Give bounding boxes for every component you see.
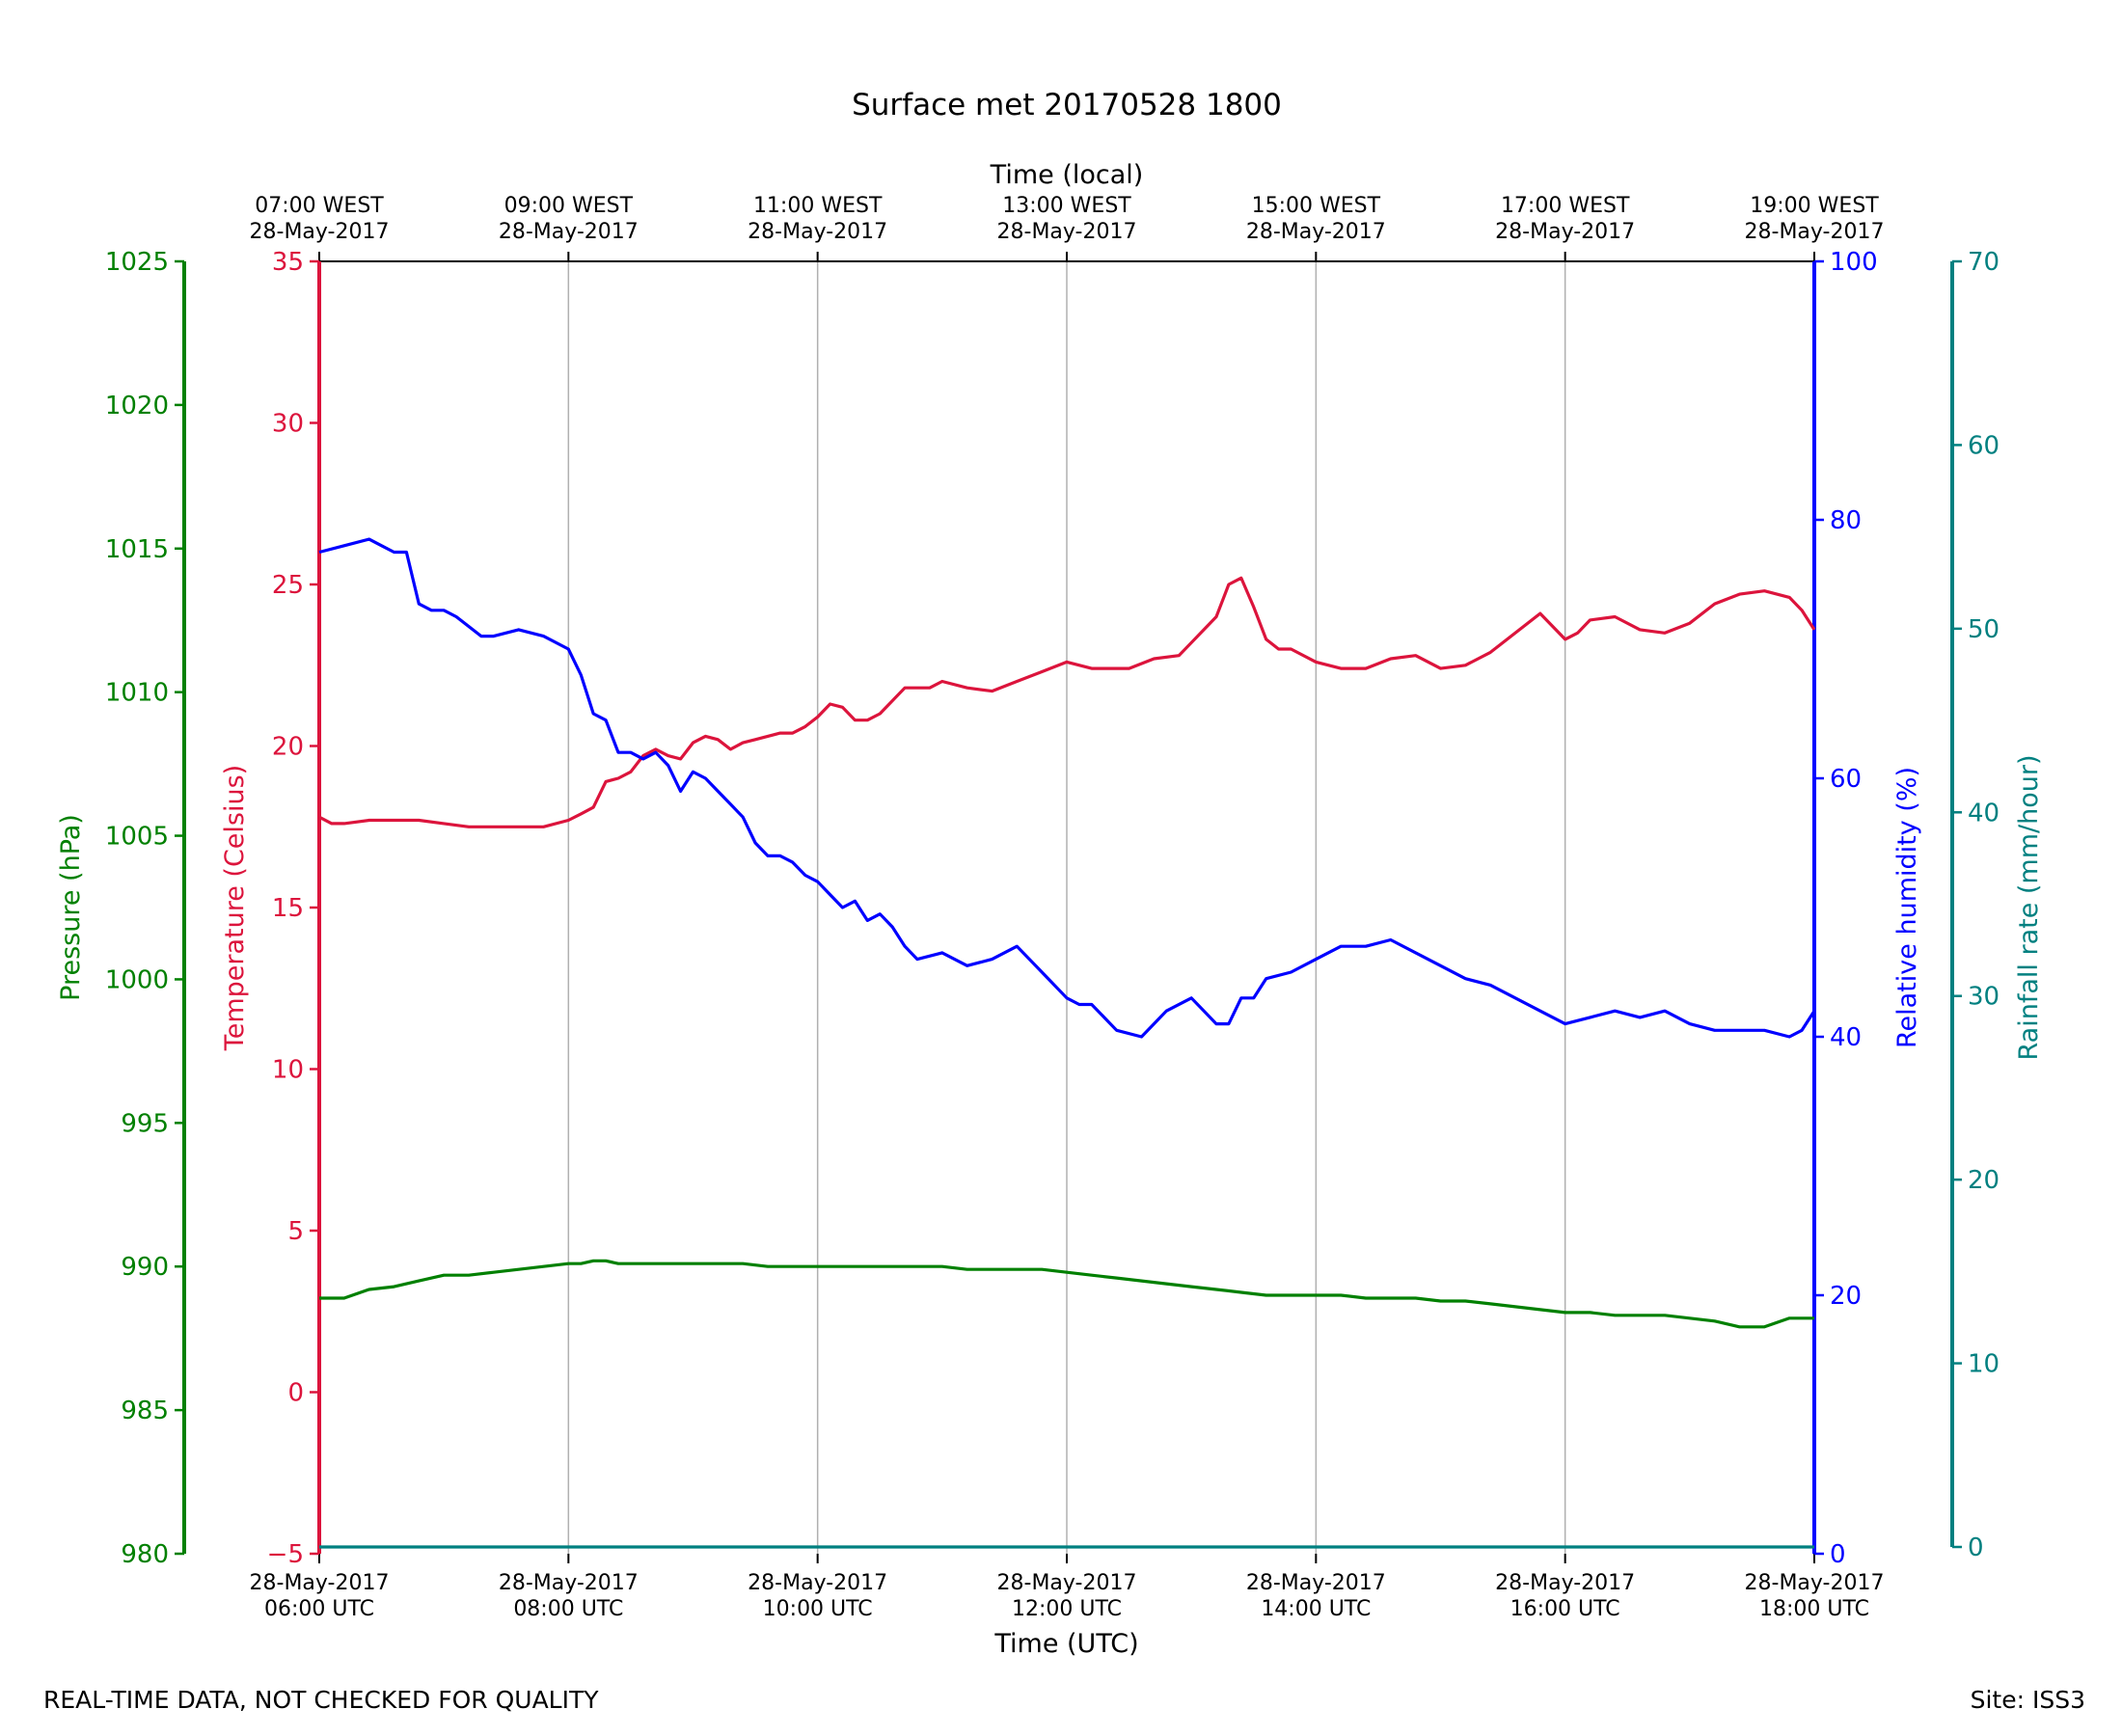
temperature-line — [318, 576, 1816, 828]
x-tick-label-local-time: 07:00 WEST — [255, 194, 384, 218]
x-tick-label-local-time: 19:00 WEST — [1750, 194, 1879, 218]
temperature-axis-tick-label: 15 — [272, 894, 304, 923]
x-tick-label-utc-time: 10:00 UTC — [763, 1597, 873, 1621]
x-tick-label-utc-time: 14:00 UTC — [1261, 1597, 1371, 1621]
humidity-axis-tick-label: 20 — [1830, 1282, 1862, 1311]
temperature-axis-label: Temperature (Celsius) — [220, 765, 250, 1051]
temperature-axis-tick-label: 5 — [287, 1217, 304, 1246]
temperature-axis-tick-label: −5 — [267, 1540, 304, 1569]
x-tick-label-local-time: 15:00 WEST — [1252, 194, 1381, 218]
rainfall-axis-tick-label: 10 — [1968, 1350, 2000, 1379]
pressure-axis-tick-label: 1025 — [105, 248, 169, 277]
x-tick-label-utc-time: 06:00 UTC — [264, 1597, 374, 1621]
temperature-axis-tick-label: 10 — [272, 1056, 304, 1085]
quality-disclaimer: REAL-TIME DATA, NOT CHECKED FOR QUALITY — [43, 1686, 599, 1714]
humidity-axis-label: Relative humidity (%) — [1892, 767, 1922, 1048]
rainfall-axis-tick-label: 50 — [1968, 615, 2000, 644]
rainfall-axis-tick-label: 30 — [1968, 983, 2000, 1012]
x-tick-label-local-date: 28-May-2017 — [997, 220, 1137, 244]
bottom-axis-label: Time (UTC) — [993, 1629, 1138, 1659]
site-label: Site: ISS3 — [1970, 1686, 2085, 1714]
x-tick-label-local-time: 17:00 WEST — [1501, 194, 1630, 218]
rainfall-axis-label: Rainfall rate (mm/hour) — [2014, 755, 2044, 1061]
x-tick-label-utc-date: 28-May-2017 — [250, 1571, 390, 1595]
x-tick-label-utc-time: 12:00 UTC — [1012, 1597, 1122, 1621]
rainfall-axis-tick-label: 0 — [1968, 1533, 1984, 1562]
rainfall-axis-tick-label: 60 — [1968, 431, 2000, 460]
rainfall-axis-tick-label: 40 — [1968, 799, 2000, 827]
pressure-axis-tick-label: 980 — [121, 1540, 169, 1569]
pressure-axis-tick-label: 1020 — [105, 392, 169, 420]
x-tick-label-local-date: 28-May-2017 — [250, 220, 390, 244]
temperature-axis-tick-label: 20 — [272, 733, 304, 762]
relative-humidity-line — [318, 537, 1816, 1039]
x-tick-label-utc-date: 28-May-2017 — [997, 1571, 1137, 1595]
x-tick-label-local-date: 28-May-2017 — [499, 220, 639, 244]
pressure-axis-label: Pressure (hPa) — [56, 814, 86, 1001]
x-tick-label-local-date: 28-May-2017 — [1495, 220, 1635, 244]
temperature-axis-tick-label: 30 — [272, 410, 304, 439]
x-tick-label-utc-time: 18:00 UTC — [1759, 1597, 1869, 1621]
x-tick-label-utc-date: 28-May-2017 — [1495, 1571, 1635, 1595]
x-tick-label-utc-time: 16:00 UTC — [1510, 1597, 1620, 1621]
pressure-axis-tick-label: 990 — [121, 1253, 169, 1282]
temperature-axis-tick-label: 25 — [272, 571, 304, 600]
pressure-axis-tick-label: 995 — [121, 1109, 169, 1138]
x-tick-label-local-time: 11:00 WEST — [753, 194, 883, 218]
rainfall-axis-tick-label: 70 — [1968, 248, 2000, 277]
x-tick-label-utc-date: 28-May-2017 — [499, 1571, 639, 1595]
x-tick-label-utc-date: 28-May-2017 — [1246, 1571, 1386, 1595]
humidity-axis-tick-label: 40 — [1830, 1023, 1862, 1052]
x-tick-label-utc-time: 08:00 UTC — [513, 1597, 623, 1621]
pressure-axis-tick-label: 1000 — [105, 965, 169, 994]
x-tick-label-utc-date: 28-May-2017 — [748, 1571, 887, 1595]
x-tick-label-local-time: 13:00 WEST — [1002, 194, 1131, 218]
x-tick-label-utc-date: 28-May-2017 — [1745, 1571, 1885, 1595]
humidity-axis-tick-label: 0 — [1830, 1540, 1846, 1569]
x-tick-label-local-date: 28-May-2017 — [1246, 220, 1386, 244]
humidity-axis-tick-label: 80 — [1830, 506, 1862, 535]
pressure-line — [319, 1259, 1814, 1329]
x-tick-label-local-date: 28-May-2017 — [748, 220, 887, 244]
humidity-axis-tick-label: 100 — [1830, 248, 1878, 277]
humidity-axis-tick-label: 60 — [1830, 765, 1862, 794]
temperature-axis-tick-label: 35 — [272, 248, 304, 277]
pressure-axis-tick-label: 1010 — [105, 679, 169, 708]
chart-title: Surface met 20170528 1800 — [852, 88, 1282, 122]
pressure-axis-tick-label: 1015 — [105, 535, 169, 564]
pressure-axis-tick-label: 1005 — [105, 823, 169, 852]
top-axis-label: Time (local) — [990, 160, 1144, 190]
temperature-axis-tick-label: 0 — [287, 1379, 304, 1408]
rainfall-axis-tick-label: 20 — [1968, 1166, 2000, 1195]
pressure-axis-tick-label: 985 — [121, 1397, 169, 1425]
x-tick-label-local-time: 09:00 WEST — [504, 194, 634, 218]
x-tick-label-local-date: 28-May-2017 — [1745, 220, 1885, 244]
